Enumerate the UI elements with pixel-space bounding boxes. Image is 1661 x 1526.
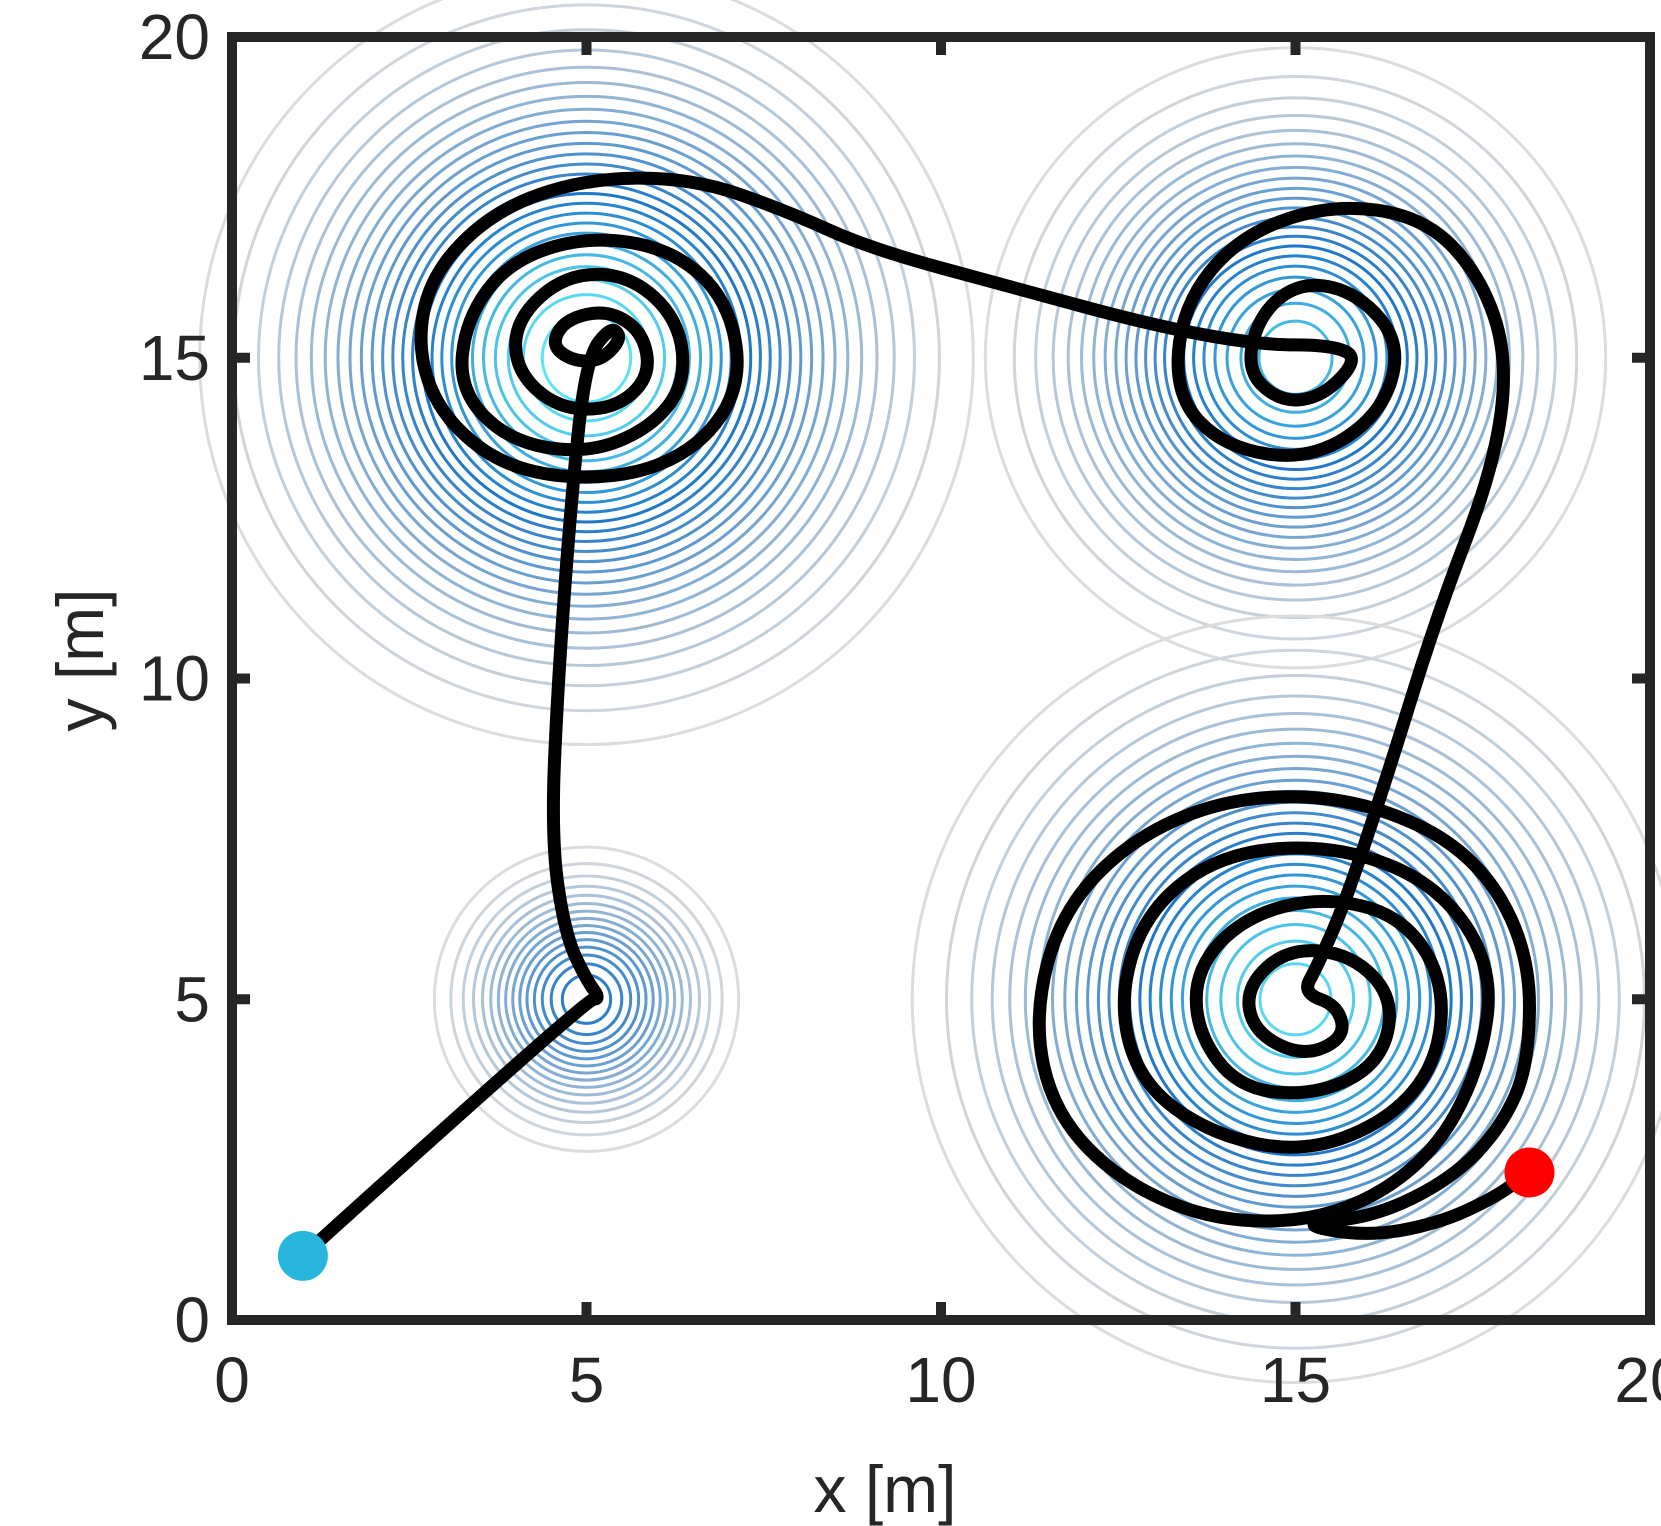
x-tick-label: 0 xyxy=(214,1344,250,1416)
contour-ring-3-7 xyxy=(504,916,669,1082)
contour-ring-3-4 xyxy=(481,893,692,1105)
contour-ring-3-11 xyxy=(532,945,641,1053)
contour-ring-0-0 xyxy=(198,0,975,746)
contour-ring-2-19 xyxy=(1180,884,1411,1114)
contour-ring-0-7 xyxy=(336,107,837,608)
contour-ring-0-8 xyxy=(348,119,825,596)
x-tick-label: 10 xyxy=(905,1344,976,1416)
contour-ring-1-8 xyxy=(1114,176,1477,539)
contour-ring-3-8 xyxy=(511,923,662,1075)
trajectory-path xyxy=(296,171,1536,1263)
contour-ring-1-10 xyxy=(1134,196,1457,519)
contour-ring-3-9 xyxy=(518,931,655,1068)
contour-ring-2-17 xyxy=(1159,862,1432,1136)
contour-ring-3-13 xyxy=(549,962,624,1037)
contour-ring-1-13 xyxy=(1163,225,1428,491)
y-tick-label: 0 xyxy=(174,1284,210,1356)
contour-ring-3-12 xyxy=(540,953,633,1045)
contour-ring-1-4 xyxy=(1066,128,1525,587)
end-marker xyxy=(1504,1147,1555,1198)
contour-ring-0-21 xyxy=(482,253,691,463)
contour-ring-2-4 xyxy=(1008,711,1583,1287)
trajectory-layer xyxy=(277,171,1555,1281)
y-tick-label: 5 xyxy=(174,963,210,1035)
contour-ring-0-5 xyxy=(309,81,864,635)
contour-ring-0-12 xyxy=(391,162,782,553)
y-tick-label: 15 xyxy=(139,322,210,394)
contour-ring-0-4 xyxy=(294,65,879,650)
contour-ring-1-1 xyxy=(1012,75,1579,641)
x-tick-label: 15 xyxy=(1260,1344,1331,1416)
contour-ring-3-6 xyxy=(496,909,677,1089)
contour-ring-3-5 xyxy=(489,901,684,1097)
contour-ring-3-3 xyxy=(471,884,702,1114)
x-tick-label: 20 xyxy=(1614,1344,1661,1416)
contour-ring-0-11 xyxy=(381,152,792,564)
contour-ring-0-9 xyxy=(359,131,814,585)
contour-ring-0-10 xyxy=(370,141,803,574)
contour-ring-2-22 xyxy=(1219,923,1372,1076)
contour-ring-1-9 xyxy=(1124,186,1467,529)
tick-labels: 0 5 10 15 20 0 5 10 15 20 xyxy=(139,1,1661,1416)
contour-ring-2-5 xyxy=(1023,727,1568,1271)
axes-frame xyxy=(227,32,1655,1325)
contour-ring-1-7 xyxy=(1103,165,1488,550)
contour-ring-3-2 xyxy=(461,874,712,1125)
contour-ring-1-21 xyxy=(1257,319,1334,396)
contour-ring-2-18 xyxy=(1169,873,1422,1125)
contour-ring-1-2 xyxy=(1034,96,1557,620)
contour-ring-1-0 xyxy=(983,46,1608,670)
y-axis-label: y [m] xyxy=(43,589,117,732)
y-tick-label: 10 xyxy=(139,643,210,715)
contour-ring-0-13 xyxy=(401,172,772,544)
contour-ring-2-0 xyxy=(910,614,1661,1384)
contour-ring-2-7 xyxy=(1051,754,1540,1244)
contour-ring-3-0 xyxy=(432,845,741,1153)
contour-ring-1-3 xyxy=(1051,113,1540,602)
contour-ring-2-12 xyxy=(1107,811,1484,1188)
contour-ring-2-3 xyxy=(990,694,1601,1305)
contour-ring-2-2 xyxy=(970,673,1621,1325)
contour-ring-1-5 xyxy=(1080,142,1511,574)
y-tick-label: 20 xyxy=(139,1,210,73)
contour-ring-0-6 xyxy=(323,94,850,621)
start-marker xyxy=(277,1230,328,1281)
x-axis-label: x [m] xyxy=(814,1452,957,1526)
contour-ring-3-10 xyxy=(525,938,648,1061)
contour-ring-0-18 xyxy=(450,221,723,494)
contour-ring-1-11 xyxy=(1144,206,1447,510)
contour-ring-1-18 xyxy=(1213,275,1378,440)
contour-ring-2-23 xyxy=(1235,939,1356,1059)
contour-ring-3-1 xyxy=(449,862,724,1137)
x-tick-label: 5 xyxy=(569,1344,605,1416)
contour-ring-0-2 xyxy=(257,28,916,688)
